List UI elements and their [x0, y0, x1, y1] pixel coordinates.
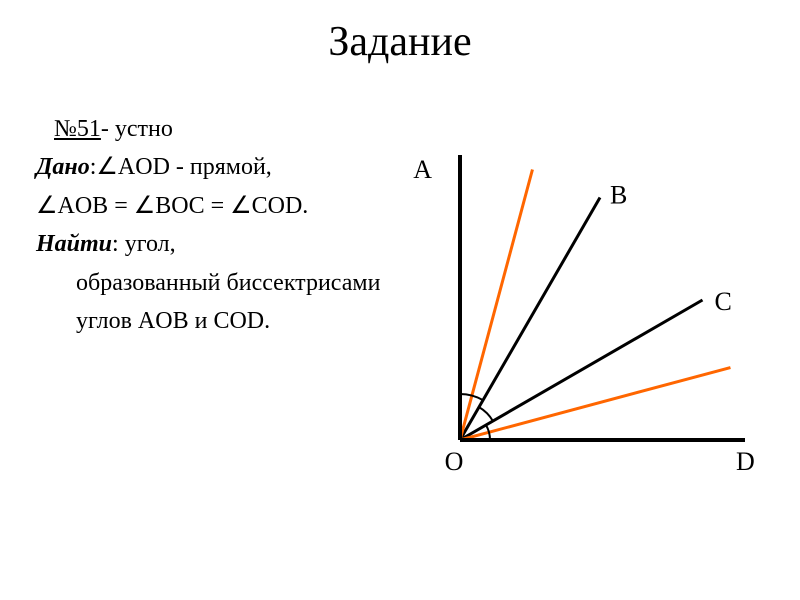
find-line-1: угол,: [125, 231, 176, 257]
find-label: Найти: [36, 231, 112, 257]
label-D: D: [736, 447, 755, 476]
given-label: Дано: [36, 154, 90, 180]
given-line-2: ∠AOB = ∠BOC = ∠COD.: [36, 193, 308, 219]
label-A: A: [413, 155, 432, 184]
problem-number-suffix: - устно: [101, 116, 173, 142]
label-O: O: [445, 447, 464, 476]
problem-number: №51: [54, 116, 101, 142]
ray-OB: [460, 198, 600, 440]
bisector-AOB: [460, 170, 532, 440]
ray-OC: [460, 300, 702, 440]
arc-BOC: [479, 407, 493, 421]
find-colon: :: [112, 231, 125, 257]
label-B: B: [610, 181, 627, 210]
label-C: C: [714, 287, 731, 316]
page-title: Задание: [0, 18, 800, 66]
find-line-2: образованный биссектрисами углов AOB и C…: [36, 264, 396, 341]
angle-diagram: A B C D O: [400, 120, 780, 500]
given-line-1: ∠AOD - прямой,: [96, 154, 271, 180]
problem-statement: №51- устно Дано: ∠AOD - прямой, ∠AOB = ∠B…: [36, 110, 396, 340]
bisector-COD: [460, 368, 730, 440]
